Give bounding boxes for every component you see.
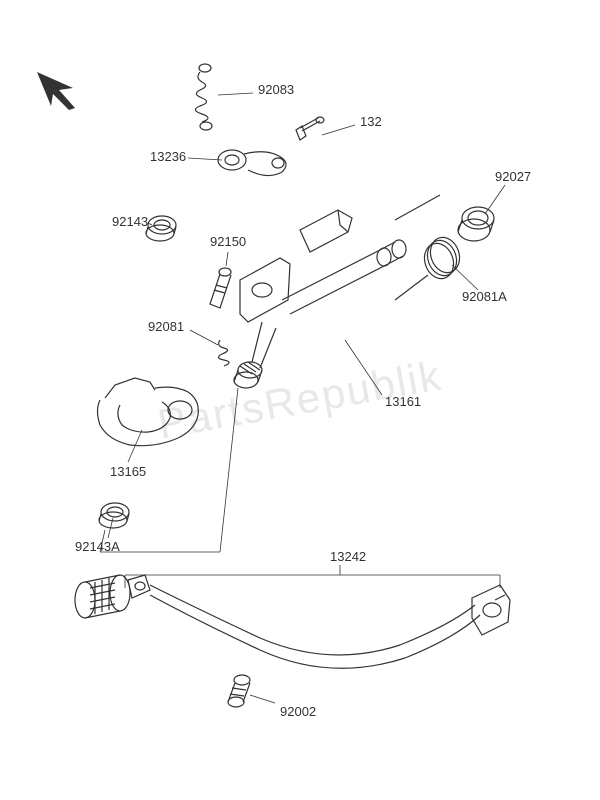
label-92027: 92027 <box>495 169 531 184</box>
part-collar-92027 <box>458 207 494 241</box>
part-bolt-92002 <box>228 675 250 707</box>
label-92150: 92150 <box>210 234 246 249</box>
part-spring-92083 <box>195 64 212 130</box>
part-collar-92143 <box>146 216 176 241</box>
part-lever-13236 <box>218 150 286 176</box>
label-92081: 92081 <box>148 319 184 334</box>
parts-diagram-svg <box>0 0 600 800</box>
part-shift-shaft-13161 <box>234 210 406 388</box>
part-bolt-92150 <box>210 268 231 308</box>
leader-lines <box>100 93 505 703</box>
parts-diagram-container: PartsRepublik <box>0 0 600 800</box>
part-shift-pedal-13242 <box>75 575 510 668</box>
label-92081A: 92081A <box>462 289 507 304</box>
label-13236: 13236 <box>150 149 186 164</box>
part-bolt-132 <box>296 117 324 140</box>
label-13242: 13242 <box>330 549 366 564</box>
label-92083: 92083 <box>258 82 294 97</box>
orientation-arrow-icon <box>35 70 90 115</box>
part-spring-92081 <box>218 340 229 366</box>
label-132: 132 <box>360 114 382 129</box>
label-92002: 92002 <box>280 704 316 719</box>
part-pawl-plate-13165 <box>98 378 199 446</box>
label-92143A: 92143A <box>75 539 120 554</box>
part-collar-92143A <box>99 503 129 528</box>
label-13161: 13161 <box>385 394 421 409</box>
label-13165: 13165 <box>110 464 146 479</box>
label-92143: 92143 <box>112 214 148 229</box>
